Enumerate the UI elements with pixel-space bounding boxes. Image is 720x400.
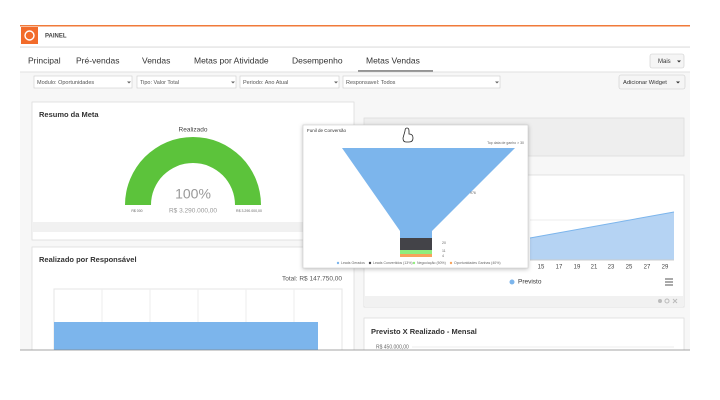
tab[interactable]: Metas por Atividade: [194, 55, 269, 65]
x-tick-label: 23: [608, 265, 615, 271]
panel-title: Resumo da Meta: [39, 110, 99, 119]
settings-icon[interactable]: [658, 299, 662, 303]
tab[interactable]: Desempenho: [292, 55, 343, 65]
x-tick-label: 27: [644, 265, 651, 271]
tab[interactable]: Principal: [28, 55, 61, 65]
blank-area: [0, 350, 720, 400]
funnel-title: Funil de Conversão: [307, 128, 347, 133]
more-button-label: Mais: [658, 59, 671, 65]
gauge-min: R$ 000: [131, 209, 142, 213]
total-label: Total: R$ 147.750,00: [282, 276, 342, 283]
grid-lines: [101, 289, 295, 350]
tab[interactable]: Vendas: [142, 55, 170, 65]
refresh-icon[interactable]: [664, 298, 670, 304]
filter-label: Periodo: Ano Atual: [243, 80, 288, 86]
top-bar: [20, 25, 690, 47]
funnel-data-label: 20: [442, 241, 446, 245]
legend-label[interactable]: Oportunidades Ganhas (40%): [454, 261, 501, 265]
y-tick-label: R$ 450.000,00: [376, 344, 409, 350]
panel: [31, 101, 355, 241]
logo[interactable]: [21, 27, 38, 44]
panel-title: Previsto X Realizado - Mensal: [371, 327, 477, 336]
legend-dot: [412, 261, 416, 265]
funnel-note: Top data de ganho > 30: [487, 141, 524, 145]
filter-label: Responsavel: Todos: [346, 80, 396, 86]
x-tick-label: 17: [556, 265, 563, 271]
x-tick-label: 15: [538, 265, 545, 271]
gauge-label: Realizado: [179, 127, 208, 134]
x-ticks: 15 17 19 21 23 25 27 29: [538, 265, 669, 271]
add-widget-button[interactable]: [618, 74, 686, 90]
x-tick-label: 21: [591, 265, 598, 271]
more-button[interactable]: [649, 53, 685, 69]
menu-icon[interactable]: [665, 278, 673, 286]
funnel-data-label: 976: [470, 191, 476, 195]
filter-label: Tipo: Valor Total: [140, 80, 179, 86]
tab[interactable]: Pré-vendas: [76, 55, 119, 65]
legend-dot: [336, 261, 340, 265]
logo-icon: [24, 30, 35, 41]
funnel-data-label: 11: [442, 249, 446, 253]
x-tick-label: 29: [662, 265, 669, 271]
funnel-data-label: 4: [442, 254, 444, 258]
panel-footer: [33, 222, 353, 232]
gauge-value: R$ 3.290.000,00: [169, 208, 217, 215]
bar: [54, 322, 318, 352]
hand-cursor: [402, 127, 414, 143]
legend-label[interactable]: Negociação (50%): [417, 261, 446, 265]
area-line: [529, 211, 675, 239]
panel-footer: [365, 296, 683, 306]
gauge-arc: [125, 137, 261, 205]
legend-dot: [509, 279, 515, 285]
header-title: PAINEL: [45, 34, 67, 40]
filter-label: Modulo: Oportunidades: [37, 80, 94, 86]
legend-label[interactable]: Leads Gerados: [341, 261, 365, 265]
tab-active[interactable]: Metas Vendas: [366, 55, 420, 65]
panel-title: Realizado por Responsável: [39, 255, 137, 264]
x-tick-label: 19: [574, 265, 581, 271]
tab-bar: [20, 48, 690, 72]
legend-label[interactable]: Leads Convertidos (13%): [373, 261, 413, 265]
funnel-stage: [400, 250, 432, 254]
legend-dot: [449, 261, 453, 265]
top-accent: [20, 25, 690, 27]
legend-label[interactable]: Previsto: [518, 279, 542, 286]
funnel-stage: [400, 238, 432, 250]
funnel-stage: [400, 254, 432, 257]
filter-select[interactable]: [239, 75, 340, 89]
x-tick-label: 25: [626, 265, 633, 271]
legend-dot: [368, 261, 372, 265]
gauge-max: R$ 3.290.000,00: [236, 209, 262, 213]
funnel-stage: [342, 148, 515, 238]
close-icon[interactable]: [672, 298, 678, 304]
filter-select[interactable]: [33, 75, 133, 89]
filter-select[interactable]: [342, 75, 501, 89]
caret: [676, 81, 680, 84]
filter-select[interactable]: [136, 75, 237, 89]
add-widget-label: Adicionar Widget: [623, 80, 667, 86]
area: [530, 212, 674, 260]
caret: [677, 60, 681, 63]
gauge-percent: 100%: [175, 186, 211, 202]
